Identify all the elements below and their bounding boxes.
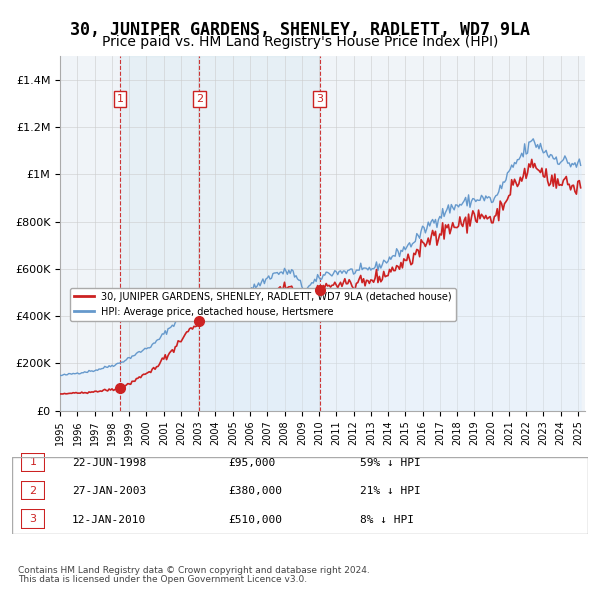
Text: £510,000: £510,000 <box>228 515 282 525</box>
Text: 59% ↓ HPI: 59% ↓ HPI <box>360 458 421 468</box>
Text: 8% ↓ HPI: 8% ↓ HPI <box>360 515 414 525</box>
Legend: 30, JUNIPER GARDENS, SHENLEY, RADLETT, WD7 9LA (detached house), HPI: Average pr: 30, JUNIPER GARDENS, SHENLEY, RADLETT, W… <box>70 288 456 320</box>
Text: 27-JAN-2003: 27-JAN-2003 <box>72 487 146 496</box>
Text: 3: 3 <box>316 94 323 104</box>
Text: 21% ↓ HPI: 21% ↓ HPI <box>360 487 421 496</box>
Text: 22-JUN-1998: 22-JUN-1998 <box>72 458 146 468</box>
FancyBboxPatch shape <box>21 509 45 529</box>
Text: 1: 1 <box>116 94 124 104</box>
Text: 1: 1 <box>29 457 37 467</box>
Text: 30, JUNIPER GARDENS, SHENLEY, RADLETT, WD7 9LA: 30, JUNIPER GARDENS, SHENLEY, RADLETT, W… <box>70 21 530 39</box>
FancyBboxPatch shape <box>21 481 45 500</box>
Text: 3: 3 <box>29 514 37 524</box>
Bar <box>199 56 320 411</box>
Text: £95,000: £95,000 <box>228 458 275 468</box>
Text: 2: 2 <box>196 94 203 104</box>
Text: 2: 2 <box>29 486 37 496</box>
Text: Contains HM Land Registry data © Crown copyright and database right 2024.: Contains HM Land Registry data © Crown c… <box>18 566 370 575</box>
Text: This data is licensed under the Open Government Licence v3.0.: This data is licensed under the Open Gov… <box>18 575 307 584</box>
Text: 12-JAN-2010: 12-JAN-2010 <box>72 515 146 525</box>
Text: Price paid vs. HM Land Registry's House Price Index (HPI): Price paid vs. HM Land Registry's House … <box>102 35 498 50</box>
Bar <box>120 56 199 411</box>
Text: £380,000: £380,000 <box>228 487 282 496</box>
FancyBboxPatch shape <box>21 453 45 472</box>
